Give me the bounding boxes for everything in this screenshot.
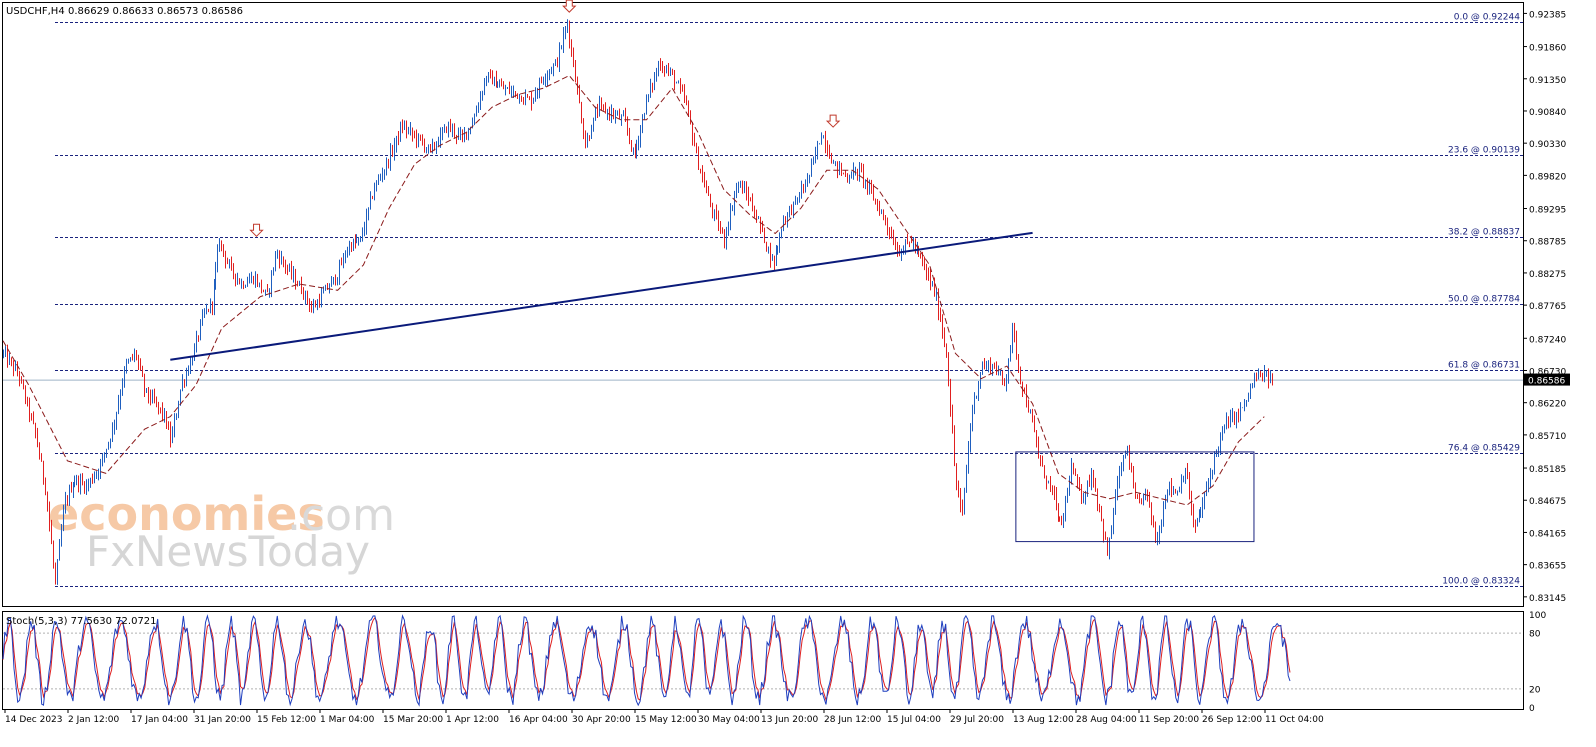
time-tick-label: 29 Jul 20:00 (950, 715, 1004, 725)
price-tick-label: 0.89820 (1529, 172, 1566, 182)
time-tick-label: 26 Sep 12:00 (1202, 715, 1262, 725)
time-tick-label: 1 Mar 04:00 (320, 715, 375, 725)
price-tick-label: 0.89295 (1529, 206, 1566, 216)
down-arrow-shape (562, 0, 577, 13)
time-tick-label: 15 Feb 12:00 (257, 715, 316, 725)
price-tick-label: 0.85185 (1529, 465, 1566, 475)
watermark-brand: economies (48, 487, 325, 541)
price-tick-label: 0.91350 (1529, 76, 1566, 86)
price-tick-label: 0.91860 (1529, 44, 1566, 54)
stoch-tick-label: 20 (1529, 685, 1541, 695)
time-tick-label: 14 Dec 2023 (5, 715, 63, 725)
stoch-tick-label: 0 (1529, 704, 1535, 714)
time-tick-label: 28 Aug 04:00 (1076, 715, 1137, 725)
time-tick-label: 11 Sep 20:00 (1139, 715, 1199, 725)
time-tick-label: 17 Jan 04:00 (131, 715, 188, 725)
down-arrow-icon (249, 223, 264, 238)
fibonacci-levels: 0.0 @ 0.92244 23.6 @ 0.90139 38.2 @ 0.8883… (3, 13, 1523, 587)
fib-label: 0.0 @ 0.92244 (1454, 13, 1521, 23)
down-arrow-shape (825, 114, 841, 128)
price-tick-label: 0.84165 (1529, 529, 1566, 539)
stoch-tick-label: 80 (1529, 630, 1541, 640)
time-tick-label: 2 Jan 12:00 (68, 715, 120, 725)
stoch-signal-line (2, 616, 1291, 702)
stoch-label: Stoch(5,3,3) 77.5630 72.0721 (6, 616, 157, 627)
ohlc-label: 0.86629 0.86633 0.86573 0.86586 (68, 6, 243, 17)
range-box (1015, 451, 1255, 543)
watermark-domain: .com (287, 490, 395, 541)
price-tick-label: 0.90330 (1529, 140, 1566, 150)
current-price-label: 0.86586 (1528, 377, 1565, 387)
price-tick-label: 0.85710 (1529, 432, 1566, 442)
price-tick-label: 0.86730 (1529, 367, 1566, 377)
watermark-fxnewstoday: FxNewsToday (86, 527, 370, 576)
fib-label: 61.8 @ 0.86731 (1448, 361, 1520, 371)
symbol-label: USDCHF,H4 (6, 6, 65, 17)
watermark: economies .com FxNewsToday (48, 487, 395, 576)
fib-label: 100.0 @ 0.83324 (1442, 577, 1520, 587)
neckline (170, 231, 1033, 361)
moving-average (2, 74, 1265, 506)
fib-label: 50.0 @ 0.87784 (1448, 295, 1520, 305)
time-tick-label: 15 May 12:00 (635, 715, 697, 725)
price-series (3, 19, 1273, 585)
time-tick-label: 13 Jun 20:00 (761, 715, 818, 725)
current-price-tag (1524, 373, 1570, 386)
down-arrow-shape (249, 223, 264, 238)
price-tick-label: 0.90840 (1529, 108, 1566, 118)
price-tick-label: 0.83655 (1529, 562, 1566, 572)
stoch-main-line (2, 614, 1291, 707)
price-tick-label: 0.88785 (1529, 238, 1566, 248)
time-tick-label: 30 May 04:00 (698, 715, 760, 725)
down-arrow-icon (825, 114, 841, 128)
time-tick-label: 1 Apr 12:00 (446, 715, 499, 725)
stoch-tick-label: 100 (1529, 611, 1546, 621)
time-tick-label: 15 Jul 04:00 (887, 715, 941, 725)
price-tick-label: 0.87765 (1529, 302, 1566, 312)
time-tick-label: 13 Aug 12:00 (1013, 715, 1074, 725)
price-tick-label: 0.84675 (1529, 497, 1566, 507)
axes: 0.92385 0.91860 0.91350 0.90840 0.90330 0.898… (4, 10, 1570, 725)
down-arrow-icon (562, 0, 577, 13)
price-tick-label: 0.83145 (1529, 594, 1566, 604)
price-tick-label: 0.88275 (1529, 270, 1566, 280)
fib-label: 76.4 @ 0.85429 (1448, 444, 1520, 454)
fib-label: 23.6 @ 0.90139 (1448, 146, 1520, 156)
time-tick-label: 31 Jan 20:00 (194, 715, 251, 725)
time-tick-label: 11 Oct 04:00 (1265, 715, 1324, 725)
fib-label: 38.2 @ 0.88837 (1448, 228, 1520, 238)
price-tick-label: 0.87240 (1529, 335, 1566, 345)
price-tick-label: 0.86220 (1529, 400, 1566, 410)
time-tick-label: 28 Jun 12:00 (824, 715, 881, 725)
stochastic-panel (2, 614, 1523, 707)
time-tick-label: 16 Apr 04:00 (509, 715, 568, 725)
time-tick-label: 15 Mar 20:00 (383, 715, 443, 725)
time-tick-label: 30 Apr 20:00 (572, 715, 631, 725)
price-tick-label: 0.92385 (1529, 10, 1566, 20)
stoch-panel-frame (2, 611, 1524, 710)
overlays (2, 0, 1265, 543)
main-panel-frame (2, 2, 1524, 607)
